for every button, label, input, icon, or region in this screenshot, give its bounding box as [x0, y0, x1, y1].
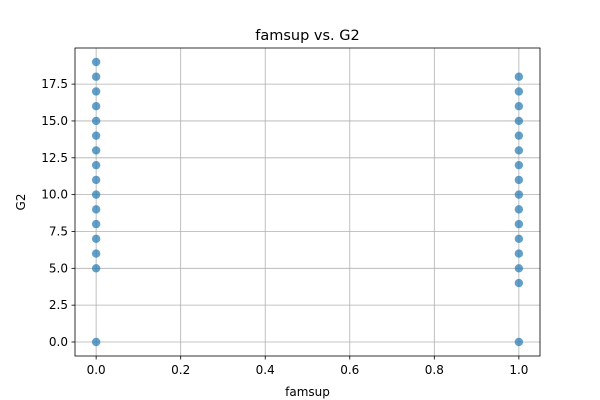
data-point [514, 102, 524, 111]
data-points [91, 57, 524, 347]
data-point [91, 175, 101, 185]
x-tick-label: 0.2 [171, 363, 190, 377]
data-point [514, 190, 524, 199]
plot-frame [74, 47, 541, 357]
data-point [91, 102, 101, 111]
data-point [514, 234, 524, 244]
y-tick-label: 10.0 [41, 188, 68, 202]
grid-lines [75, 48, 540, 356]
data-point [514, 131, 524, 140]
data-point [91, 116, 101, 126]
data-point [91, 160, 101, 170]
data-point [91, 146, 101, 155]
chart-title: famsup vs. G2 [255, 28, 360, 44]
data-point [514, 219, 524, 229]
data-point [91, 190, 101, 199]
y-axis-ticks: 0.0 2.5 5.0 7.5 10.0 12.5 15.0 17.5 [41, 77, 75, 349]
data-point [514, 337, 524, 347]
data-point [514, 175, 524, 185]
x-tick-label: 0.0 [87, 363, 106, 377]
data-point [91, 264, 101, 273]
x-tick-label: 0.8 [425, 363, 444, 377]
data-point [514, 87, 524, 96]
y-tick-label: 7.5 [49, 224, 68, 238]
data-point [514, 249, 524, 258]
data-point [514, 160, 524, 170]
data-point [514, 72, 524, 81]
data-point [91, 219, 101, 229]
data-point [91, 57, 101, 67]
data-point [514, 146, 524, 155]
y-tick-label: 0.0 [49, 335, 68, 349]
data-point [91, 234, 101, 244]
x-axis-label: famsup [285, 385, 330, 399]
data-point [514, 278, 524, 288]
y-tick-label: 12.5 [41, 151, 68, 165]
y-tick-label: 2.5 [49, 298, 68, 312]
y-axis-label: G2 [14, 194, 28, 211]
data-point [514, 205, 524, 214]
x-tick-label: 0.6 [340, 363, 359, 377]
data-point [514, 116, 524, 126]
y-tick-label: 17.5 [41, 77, 68, 91]
x-tick-label: 1.0 [509, 363, 528, 377]
y-tick-label: 15.0 [41, 114, 68, 128]
x-tick-label: 0.4 [256, 363, 275, 377]
y-tick-label: 5.0 [49, 261, 68, 275]
data-point [91, 72, 101, 81]
data-point [91, 249, 101, 258]
data-point [91, 131, 101, 140]
data-point [91, 87, 101, 96]
data-point [91, 205, 101, 214]
x-axis-ticks: 0.0 0.2 0.4 0.6 0.8 1.0 [87, 356, 528, 377]
data-point [514, 264, 524, 273]
data-point [91, 337, 101, 347]
